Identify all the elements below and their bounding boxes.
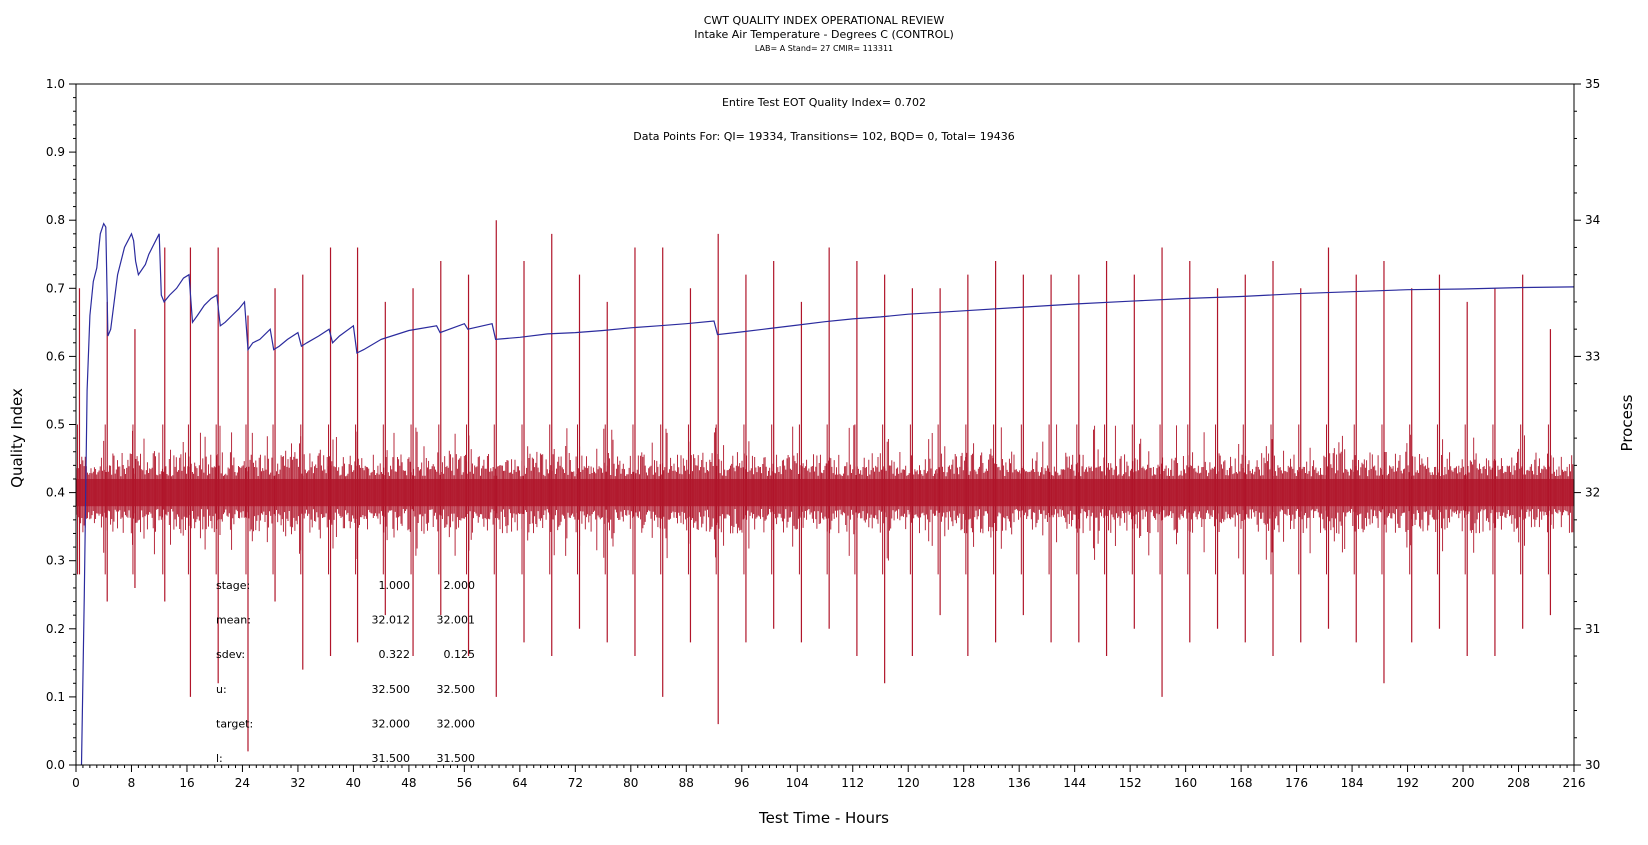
y-left-tick-label: 0.5 <box>46 418 65 432</box>
x-tick-label: 128 <box>952 776 975 790</box>
stats-row-label: u: <box>216 683 227 696</box>
x-axis-label: Test Time - Hours <box>758 809 889 827</box>
chart-subtitle: Intake Air Temperature - Degrees C (CONT… <box>694 28 954 41</box>
x-tick-label: 184 <box>1341 776 1364 790</box>
x-tick-label: 24 <box>235 776 250 790</box>
data-points-note: Data Points For: QI= 19334, Transitions=… <box>633 130 1015 143</box>
stats-row-value: 32.000 <box>372 717 411 730</box>
stats-row-value: 0.125 <box>444 648 476 661</box>
y-left-tick-label: 0.7 <box>46 281 65 295</box>
y-left-tick-label: 0.1 <box>46 690 65 704</box>
x-tick-label: 136 <box>1008 776 1031 790</box>
x-tick-label: 192 <box>1396 776 1419 790</box>
stats-row-value: 1.000 <box>379 579 411 592</box>
quality-index-series <box>80 222 1575 766</box>
x-tick-label: 200 <box>1452 776 1475 790</box>
x-tick-label: 120 <box>897 776 920 790</box>
quality-index-line <box>80 222 1575 766</box>
stats-row-value: 32.000 <box>437 717 476 730</box>
x-tick-label: 16 <box>179 776 194 790</box>
stats-row-value: 32.001 <box>437 614 476 627</box>
x-tick-label: 216 <box>1563 776 1586 790</box>
stats-row-value: 32.500 <box>372 683 411 696</box>
y-right-tick-label: 33 <box>1585 349 1600 363</box>
x-tick-label: 72 <box>568 776 583 790</box>
process-band <box>76 478 1574 507</box>
x-tick-label: 144 <box>1063 776 1086 790</box>
x-tick-label: 160 <box>1174 776 1197 790</box>
x-tick-label: 208 <box>1507 776 1530 790</box>
x-tick-label: 80 <box>623 776 638 790</box>
stats-row-value: 31.500 <box>372 752 411 765</box>
x-tick-label: 64 <box>512 776 527 790</box>
stats-row-value: 32.012 <box>372 614 411 627</box>
stats-row-label: stage: <box>216 579 250 592</box>
x-tick-label: 152 <box>1119 776 1142 790</box>
x-tick-label: 96 <box>734 776 749 790</box>
chart-title: CWT QUALITY INDEX OPERATIONAL REVIEW <box>704 14 945 27</box>
x-tick-label: 104 <box>786 776 809 790</box>
x-tick-label: 40 <box>346 776 361 790</box>
y-right-tick-label: 34 <box>1585 213 1600 227</box>
stats-table: stage: 1.000 2.000 mean: 32.012 32.001 sdev: 0.… <box>216 579 475 765</box>
y-left-tick-label: 0.2 <box>46 622 65 636</box>
x-tick-label: 168 <box>1230 776 1253 790</box>
axes: 0 8 16 24 32 40 48 56 64 72 80 88 96 104 112 120 128 136 1… <box>46 77 1600 790</box>
stats-row-value: 32.500 <box>437 683 476 696</box>
x-tick-label: 88 <box>679 776 694 790</box>
stats-row-label: l: <box>216 752 223 765</box>
stats-row-label: mean: <box>216 614 251 627</box>
y-right-axis-label: Process <box>1618 394 1636 451</box>
stats-row-value: 31.500 <box>437 752 476 765</box>
y-right-tick-label: 32 <box>1585 486 1600 500</box>
x-tick-label: 48 <box>401 776 416 790</box>
y-right-tick-label: 31 <box>1585 622 1600 636</box>
y-right-tick-label: 30 <box>1585 758 1600 772</box>
stats-row-value: 0.322 <box>379 648 411 661</box>
x-tick-label: 0 <box>72 776 80 790</box>
stats-row-label: target: <box>216 717 253 730</box>
x-tick-label: 8 <box>128 776 136 790</box>
stats-row-label: sdev: <box>216 648 245 661</box>
y-left-tick-label: 0.8 <box>46 213 65 227</box>
y-right-tick-label: 35 <box>1585 77 1600 91</box>
eot-quality-index-note: Entire Test EOT Quality Index= 0.702 <box>722 96 926 109</box>
chart-lab-info: LAB= A Stand= 27 CMIR= 113311 <box>755 44 893 53</box>
x-tick-label: 176 <box>1285 776 1308 790</box>
y-left-tick-label: 0.9 <box>46 145 65 159</box>
y-left-tick-label: 0.3 <box>46 554 65 568</box>
x-tick-label: 56 <box>457 776 472 790</box>
y-left-tick-label: 0.6 <box>46 349 65 363</box>
x-tick-label: 32 <box>290 776 305 790</box>
y-left-tick-label: 0.0 <box>46 758 65 772</box>
y-left-axis-label: Quality Index <box>8 388 26 488</box>
x-tick-label: 112 <box>841 776 864 790</box>
y-left-tick-label: 1.0 <box>46 77 65 91</box>
y-left-tick-label: 0.4 <box>46 486 65 500</box>
process-series <box>75 220 1575 752</box>
stats-row-value: 2.000 <box>444 579 476 592</box>
